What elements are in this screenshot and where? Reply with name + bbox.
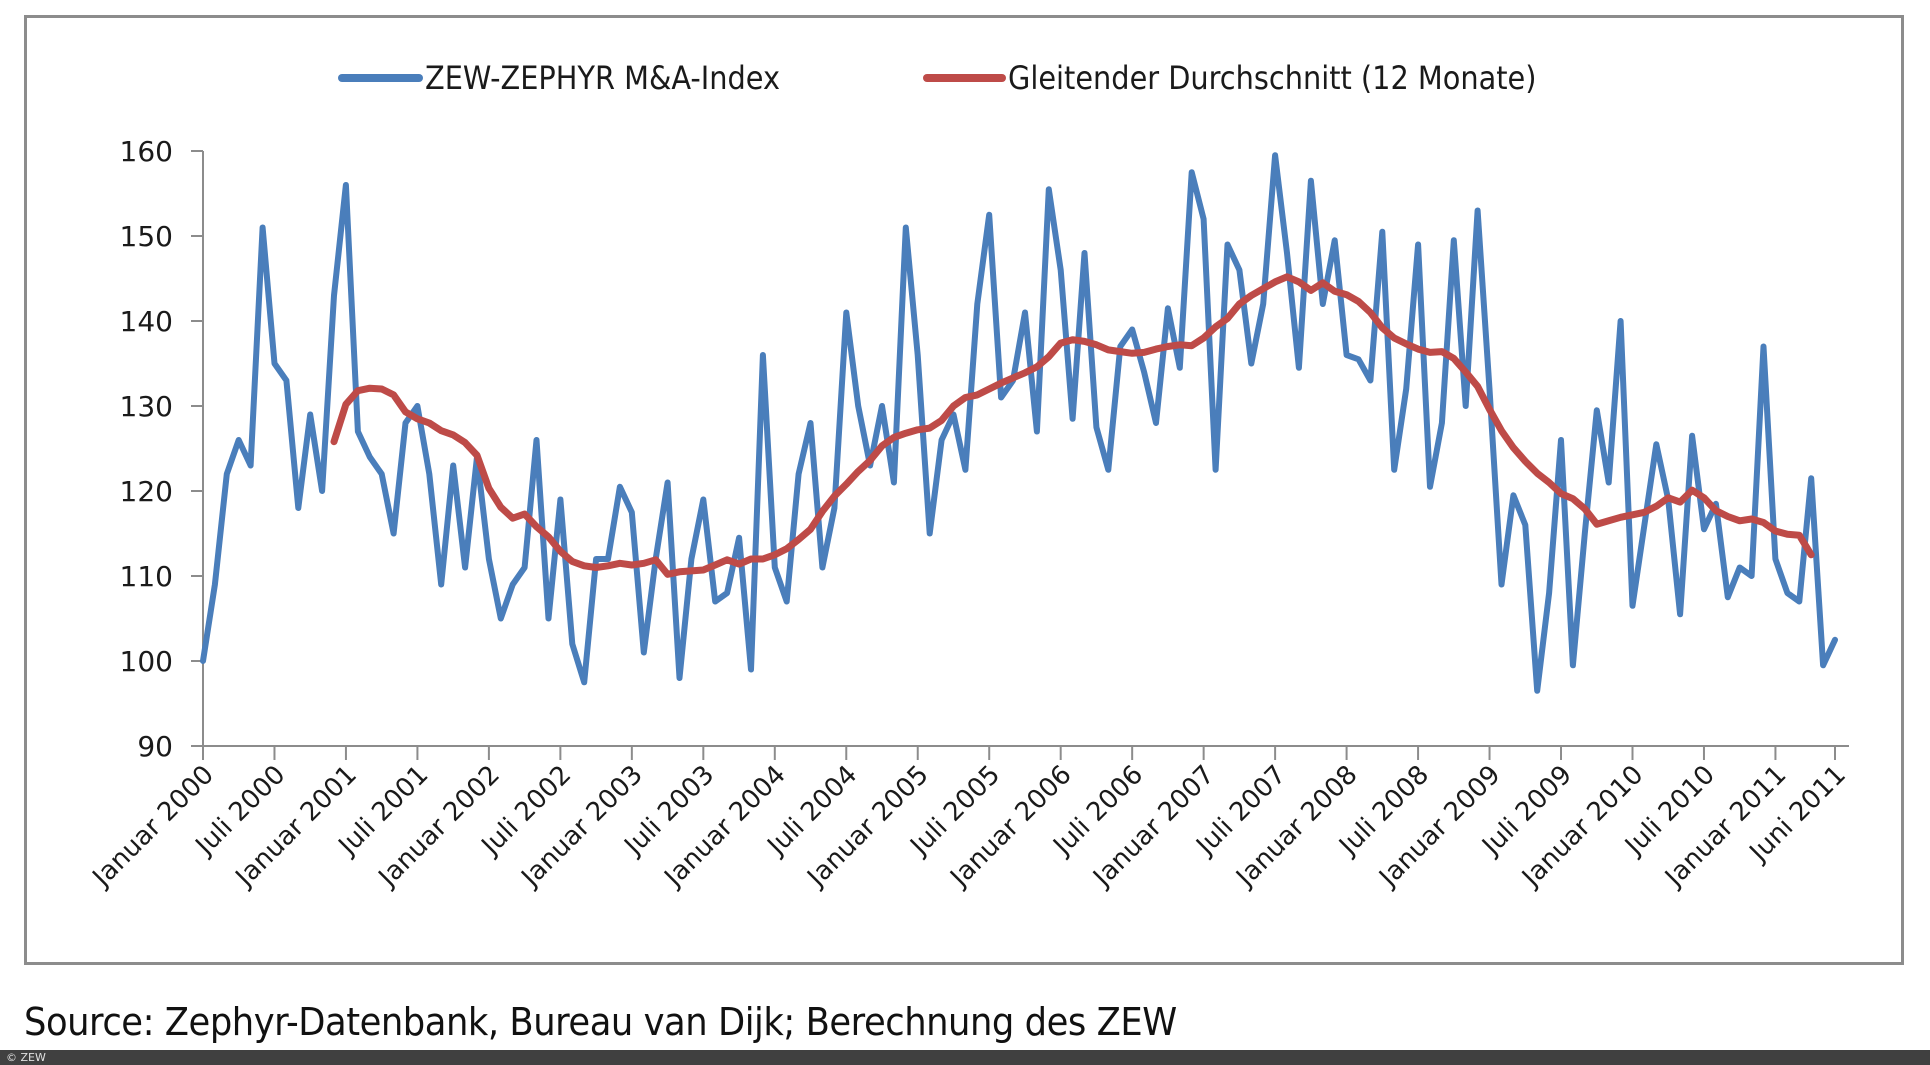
legend-label-moving-average: Gleitender Durchschnitt (12 Monate) (1008, 59, 1536, 97)
line-chart: ZEW-ZEPHYR M&A-Index Gleitender Durchsch… (86, 59, 1852, 894)
footer-bar: © ZEW (0, 1050, 1930, 1065)
y-tick-label: 160 (120, 135, 173, 168)
x-tick-label: Januar 2000 (86, 760, 220, 894)
copyright-notice: © ZEW (6, 1051, 46, 1064)
chart-frame: ZEW-ZEPHYR M&A-Index Gleitender Durchsch… (24, 15, 1904, 965)
y-axis: 90 100 110 120 130 140 150 160 (120, 135, 204, 763)
source-caption: Source: Zephyr-Datenbank, Bureau van Dij… (24, 1000, 1177, 1044)
y-tick-label: 90 (137, 730, 173, 763)
series-layer (200, 152, 1838, 694)
legend-label-index: ZEW-ZEPHYR M&A-Index (425, 59, 780, 97)
legend: ZEW-ZEPHYR M&A-Index Gleitender Durchsch… (338, 59, 1536, 97)
y-tick-label: 140 (120, 305, 173, 338)
y-tick-label: 110 (120, 560, 173, 593)
y-tick-label: 150 (120, 220, 173, 253)
y-tick-label: 130 (120, 390, 173, 423)
legend-item-moving-average: Gleitender Durchschnitt (12 Monate) (923, 59, 1536, 97)
series-line-index (200, 152, 1838, 694)
y-tick-label: 100 (120, 645, 173, 678)
series-line-moving-average (330, 273, 1815, 578)
points-index (202, 154, 1837, 693)
y-tick-label: 120 (120, 475, 173, 508)
legend-item-index: ZEW-ZEPHYR M&A-Index (338, 59, 780, 97)
